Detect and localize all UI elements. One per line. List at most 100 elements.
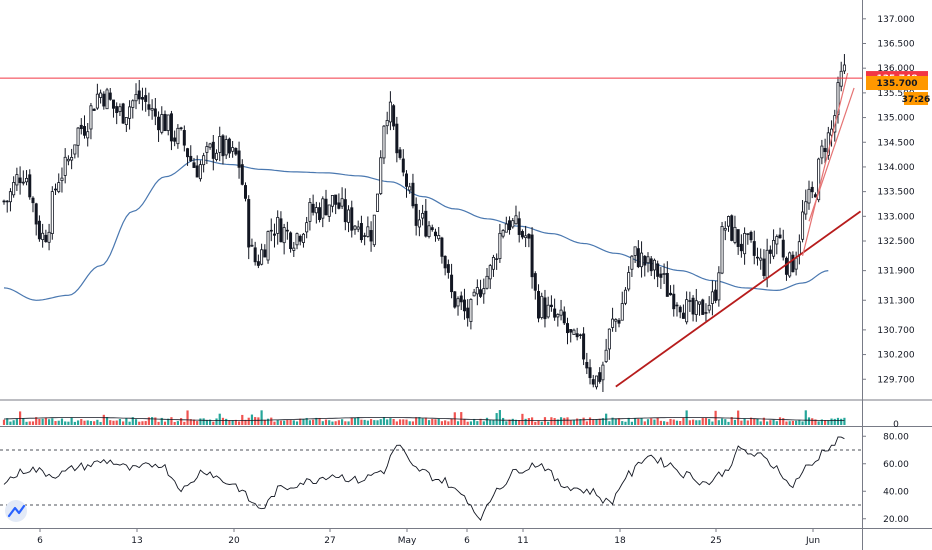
candle-body [408,186,412,191]
volume-bar [312,419,315,425]
volume-bar [592,419,595,425]
candle-body [585,361,589,369]
volume-bar [424,417,427,425]
candle-body [566,323,570,334]
candle-body [424,210,428,237]
volume-bar [57,420,60,425]
candle-body [527,233,531,239]
volume-bar [766,421,769,425]
volume-bar [827,420,830,425]
candle-body [44,234,48,243]
volume-bar [434,419,437,425]
tradingview-logo-icon[interactable] [5,500,27,522]
candle-body [205,146,209,153]
candle-body [801,211,805,240]
volume-bar [547,421,550,425]
logo-mark [7,504,26,518]
candle-body [511,220,515,228]
candle-body [630,255,634,270]
volume-bar [579,418,582,425]
volume-bar [237,421,241,425]
candle-body [89,105,93,130]
volume-bar [321,421,324,425]
candle-body [430,227,434,231]
volume-bar [147,417,150,425]
volume-bar [363,419,366,425]
candle-body [392,105,396,127]
volume-bar [437,418,440,425]
candle-body [337,202,341,209]
volume-bar [35,417,38,425]
candle-body [778,234,782,239]
volume-bar [9,421,12,425]
volume-bar [64,421,67,425]
volume-bar [80,419,83,425]
candle-body [140,97,144,100]
countdown-label: 37:26 [902,95,931,105]
volume-bar [234,419,237,425]
candle-body [305,222,309,233]
volume-bar [576,418,579,425]
volume-bar [215,418,218,425]
candle-body [421,212,425,219]
volume-bar [199,418,202,425]
volume-bar [6,418,9,425]
price-tick-label: 129.700 [877,375,914,385]
volume-bar [192,419,196,425]
volume-bar [118,418,122,425]
candle-body [231,147,235,152]
candle-body [102,93,106,107]
volume-bar [398,419,402,425]
candle-body [482,288,486,295]
volume-bar [778,417,782,425]
volume-bar [595,419,598,425]
volume-bar [759,421,762,425]
volume-bar [514,419,518,425]
volume-bar [708,419,711,425]
volume-bar [634,418,637,425]
volume-bar [450,418,453,425]
candle-body [617,320,621,324]
price-tick-label: 135.500 [877,89,914,99]
volume-bar [753,418,756,425]
candle-body [504,223,508,233]
candle-body [685,299,689,323]
volume-bar [775,421,778,425]
volume-bar [60,418,64,425]
candle-body [353,225,357,230]
candle-body [279,218,283,243]
volume-bar [843,417,846,425]
volume-bar [798,420,801,425]
candle-body [83,126,87,136]
candle-body [153,108,157,117]
volume-bar [785,421,788,425]
volume-bar [54,421,57,425]
volume-bar [505,421,508,425]
candle-body [826,132,830,156]
volume-bar [47,419,51,425]
candle-body [25,177,29,183]
volume-bar [585,421,588,425]
volume-bar [675,420,679,425]
volume-bar [369,419,373,425]
candle-body [192,162,196,168]
volume-bar [302,418,305,425]
volume-bar [305,417,308,425]
price-tick-label: 134.500 [877,138,914,148]
candle-body [807,188,811,204]
candle-body [601,364,605,381]
trendline-layer [615,72,862,388]
volume-bar [263,419,266,425]
candle-body [598,372,602,382]
volume-bar [479,418,482,425]
volume-bar [643,421,646,425]
candle-body [733,226,737,243]
candle-body [99,92,103,98]
volume-bar [466,421,469,425]
volume-bar [411,421,415,425]
candle-body [720,226,724,274]
volume-bar [112,420,115,425]
volume-pane [2,410,846,425]
candle-body [433,231,437,237]
candle-body [366,226,370,237]
